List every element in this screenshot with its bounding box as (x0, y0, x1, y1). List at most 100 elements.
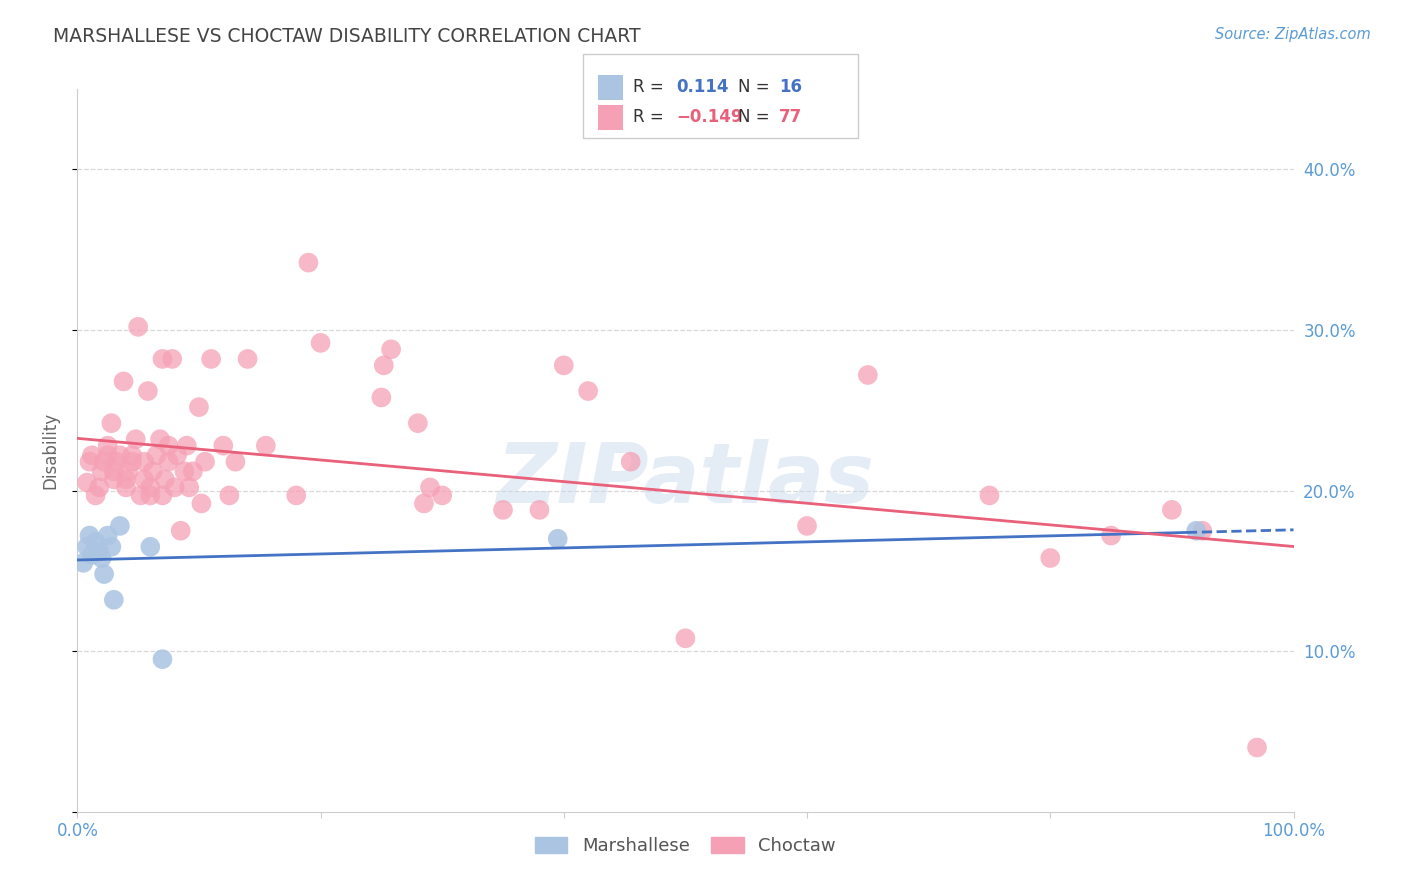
Point (152, 488, 174, 502)
Point (675, 632, 697, 646)
Point (97, 439, 120, 453)
Point (115, 480, 138, 494)
Point (309, 335, 332, 350)
Point (224, 455, 246, 469)
Point (72, 556, 94, 570)
Point (856, 368, 879, 382)
Text: 16: 16 (779, 78, 801, 96)
Point (103, 472, 125, 486)
Point (285, 488, 308, 502)
Point (103, 592, 125, 607)
Text: R =: R = (633, 108, 669, 126)
Text: ZIPatlas: ZIPatlas (496, 439, 875, 520)
Point (1185, 524, 1208, 538)
Point (84, 488, 107, 502)
Point (218, 488, 240, 502)
Point (212, 439, 235, 453)
Point (76, 540, 98, 554)
Point (93, 455, 115, 469)
Point (157, 455, 180, 469)
Text: R =: R = (633, 78, 669, 96)
Point (153, 472, 176, 486)
Point (547, 532, 569, 546)
Point (194, 455, 217, 469)
Point (796, 519, 818, 533)
Point (173, 464, 195, 478)
Point (190, 496, 212, 510)
Point (84, 535, 107, 549)
Point (136, 384, 159, 398)
Point (430, 488, 453, 502)
Point (76, 475, 98, 490)
Point (103, 464, 125, 478)
Text: −0.149: −0.149 (676, 108, 742, 126)
Point (142, 464, 165, 478)
Text: Source: ZipAtlas.com: Source: ZipAtlas.com (1215, 27, 1371, 42)
Point (576, 384, 599, 398)
Point (80, 448, 103, 462)
Point (79, 455, 101, 469)
Point (1039, 551, 1062, 566)
Point (112, 375, 135, 389)
Point (149, 432, 172, 446)
Point (152, 652, 174, 666)
Point (200, 351, 222, 366)
Point (152, 351, 174, 366)
Point (179, 480, 201, 494)
Point (236, 351, 259, 366)
Point (97, 528, 120, 542)
Point (176, 439, 198, 453)
Point (139, 540, 162, 554)
Point (373, 359, 395, 373)
Point (80, 548, 103, 562)
Point (380, 343, 402, 357)
Point (406, 416, 429, 430)
Point (79, 528, 101, 542)
Point (979, 488, 1001, 502)
Point (100, 416, 122, 430)
Point (139, 480, 162, 494)
Point (117, 464, 139, 478)
Point (166, 448, 188, 462)
Text: 0.114: 0.114 (676, 78, 728, 96)
Point (134, 455, 156, 469)
Point (1246, 740, 1268, 755)
Y-axis label: Disability: Disability (41, 412, 59, 489)
Text: MARSHALLESE VS CHOCTAW DISABILITY CORRELATION CHART: MARSHALLESE VS CHOCTAW DISABILITY CORREL… (53, 27, 641, 45)
Point (170, 524, 193, 538)
Point (181, 464, 204, 478)
Point (90, 464, 112, 478)
Point (93, 567, 115, 582)
Legend: Marshallese, Choctaw: Marshallese, Choctaw (530, 831, 841, 861)
Point (529, 503, 551, 517)
Point (1099, 528, 1122, 542)
Point (145, 448, 167, 462)
Text: 77: 77 (779, 108, 803, 126)
Point (100, 540, 122, 554)
Text: N =: N = (738, 78, 775, 96)
Point (108, 448, 131, 462)
Point (1161, 503, 1184, 517)
Point (129, 488, 152, 502)
Point (254, 439, 277, 453)
Point (620, 455, 643, 469)
Point (188, 400, 211, 414)
Point (89, 544, 111, 558)
Point (163, 480, 186, 494)
Point (108, 519, 131, 533)
Point (90, 551, 112, 566)
Point (105, 455, 128, 469)
Point (419, 480, 441, 494)
Point (134, 472, 156, 486)
Point (370, 391, 392, 405)
Point (553, 359, 575, 373)
Point (115, 472, 138, 486)
Point (413, 496, 436, 510)
Point (160, 351, 183, 366)
Point (297, 255, 319, 269)
Point (1191, 524, 1213, 538)
Point (157, 439, 180, 453)
Point (89, 480, 111, 494)
Point (97, 448, 120, 462)
Point (127, 319, 149, 334)
